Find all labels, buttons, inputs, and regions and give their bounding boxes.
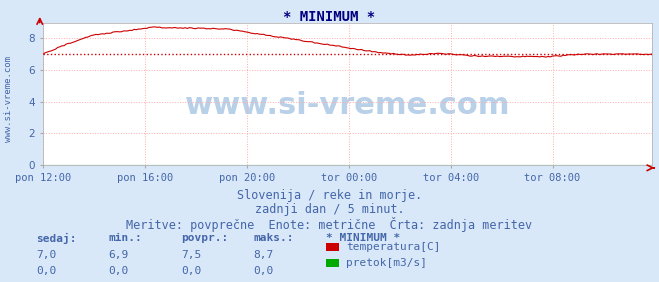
Text: 7,0: 7,0	[36, 250, 57, 259]
Text: 0,0: 0,0	[109, 266, 129, 276]
Text: 0,0: 0,0	[254, 266, 274, 276]
Text: sedaj:: sedaj:	[36, 233, 76, 244]
Text: * MINIMUM *: * MINIMUM *	[283, 10, 376, 24]
Text: zadnji dan / 5 minut.: zadnji dan / 5 minut.	[254, 203, 405, 216]
Text: povpr.:: povpr.:	[181, 233, 229, 243]
Text: 0,0: 0,0	[36, 266, 57, 276]
Text: 8,7: 8,7	[254, 250, 274, 259]
Text: min.:: min.:	[109, 233, 142, 243]
Text: pretok[m3/s]: pretok[m3/s]	[346, 258, 427, 268]
Text: www.si-vreme.com: www.si-vreme.com	[4, 56, 13, 142]
Text: Slovenija / reke in morje.: Slovenija / reke in morje.	[237, 189, 422, 202]
Text: www.si-vreme.com: www.si-vreme.com	[185, 91, 510, 120]
Text: 0,0: 0,0	[181, 266, 202, 276]
Text: * MINIMUM *: * MINIMUM *	[326, 233, 401, 243]
Text: temperatura[C]: temperatura[C]	[346, 242, 440, 252]
Text: 6,9: 6,9	[109, 250, 129, 259]
Text: maks.:: maks.:	[254, 233, 294, 243]
Text: Meritve: povprečne  Enote: metrične  Črta: zadnja meritev: Meritve: povprečne Enote: metrične Črta:…	[127, 217, 532, 232]
Text: 7,5: 7,5	[181, 250, 202, 259]
